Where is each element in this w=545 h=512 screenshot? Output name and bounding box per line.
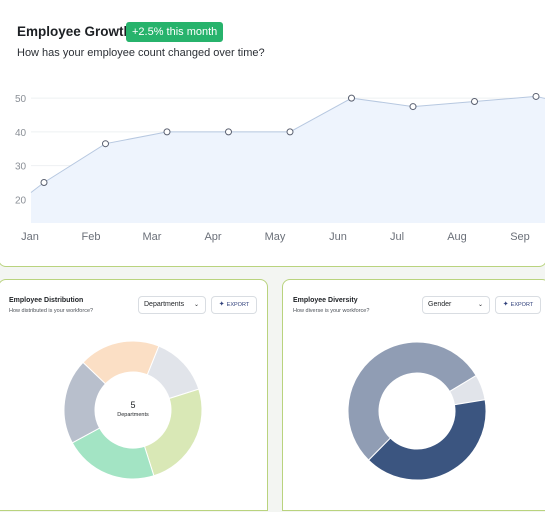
distribution-donut-chart — [63, 340, 203, 480]
donut-center-value: 5 — [130, 400, 136, 410]
x-tick-label: Sep — [510, 231, 530, 243]
diversity-donut-chart — [347, 341, 487, 481]
employee-diversity-card: Employee Diversity How diverse is your w… — [282, 279, 545, 511]
diversity-title: Employee Diversity — [293, 297, 358, 304]
x-tick-label: May — [265, 231, 286, 243]
employee-growth-card: 20 30 40 50 Jan Feb Mar Apr May Jun Jul Aug Sep Empl… — [0, 0, 545, 267]
chevron-down-icon: ⌄ — [193, 302, 199, 308]
x-tick-label: Jan — [21, 231, 39, 243]
x-tick-label: Jul — [390, 231, 404, 243]
y-tick-label: 50 — [15, 94, 27, 105]
employee-distribution-card: Employee Distribution How distributed is… — [0, 279, 268, 511]
chevron-down-icon: ⌄ — [477, 302, 483, 308]
donut-center-label: Departments — [117, 412, 149, 418]
diversity-export-label: EXPORT — [510, 302, 534, 308]
data-point[interactable] — [532, 92, 540, 100]
data-point[interactable] — [102, 140, 109, 148]
y-tick-label: 40 — [15, 128, 27, 139]
distribution-export-label: EXPORT — [226, 302, 250, 308]
distribution-export-button[interactable]: ✦ EXPORT — [211, 296, 257, 314]
distribution-select[interactable]: Departments ⌄ — [138, 296, 206, 314]
export-icon: ✦ — [502, 301, 509, 308]
diversity-select-value: Gender — [428, 301, 452, 308]
data-point[interactable] — [225, 128, 232, 136]
y-tick-label: 30 — [15, 162, 27, 173]
data-point[interactable] — [471, 98, 478, 105]
donut-slice[interactable] — [347, 341, 477, 461]
diversity-subtitle: How diverse is your workforce? — [293, 308, 370, 314]
diversity-export-button[interactable]: ✦ EXPORT — [495, 296, 541, 314]
export-icon: ✦ — [218, 301, 225, 308]
x-tick-label: Jun — [329, 231, 347, 243]
distribution-select-value: Departments — [144, 301, 185, 308]
y-tick-label: 20 — [15, 195, 27, 206]
x-tick-label: Apr — [204, 231, 221, 243]
area-fill — [31, 96, 545, 223]
data-point[interactable] — [348, 94, 355, 102]
x-tick-label: Mar — [143, 231, 162, 243]
distribution-title: Employee Distribution — [9, 297, 84, 304]
donut-slice[interactable] — [143, 388, 203, 477]
distribution-subtitle: How distributed is your workforce? — [9, 308, 94, 314]
growth-title: Employee Growth — [17, 24, 132, 39]
x-tick-label: Feb — [82, 231, 101, 243]
data-point[interactable] — [286, 128, 294, 136]
growth-subtitle: How has your employee count changed over… — [17, 47, 265, 59]
data-point[interactable] — [409, 103, 417, 111]
donut-slice[interactable] — [82, 340, 160, 385]
growth-line-chart: 20 30 40 50 Jan Feb Mar Apr May Jun Jul Aug Sep — [15, 92, 545, 243]
diversity-select[interactable]: Gender ⌄ — [422, 296, 490, 314]
data-point[interactable] — [40, 179, 48, 186]
growth-badge: +2.5% this month — [126, 22, 224, 42]
x-tick-label: Aug — [447, 231, 467, 243]
data-point[interactable] — [163, 128, 171, 136]
donut-slice[interactable] — [367, 399, 487, 481]
